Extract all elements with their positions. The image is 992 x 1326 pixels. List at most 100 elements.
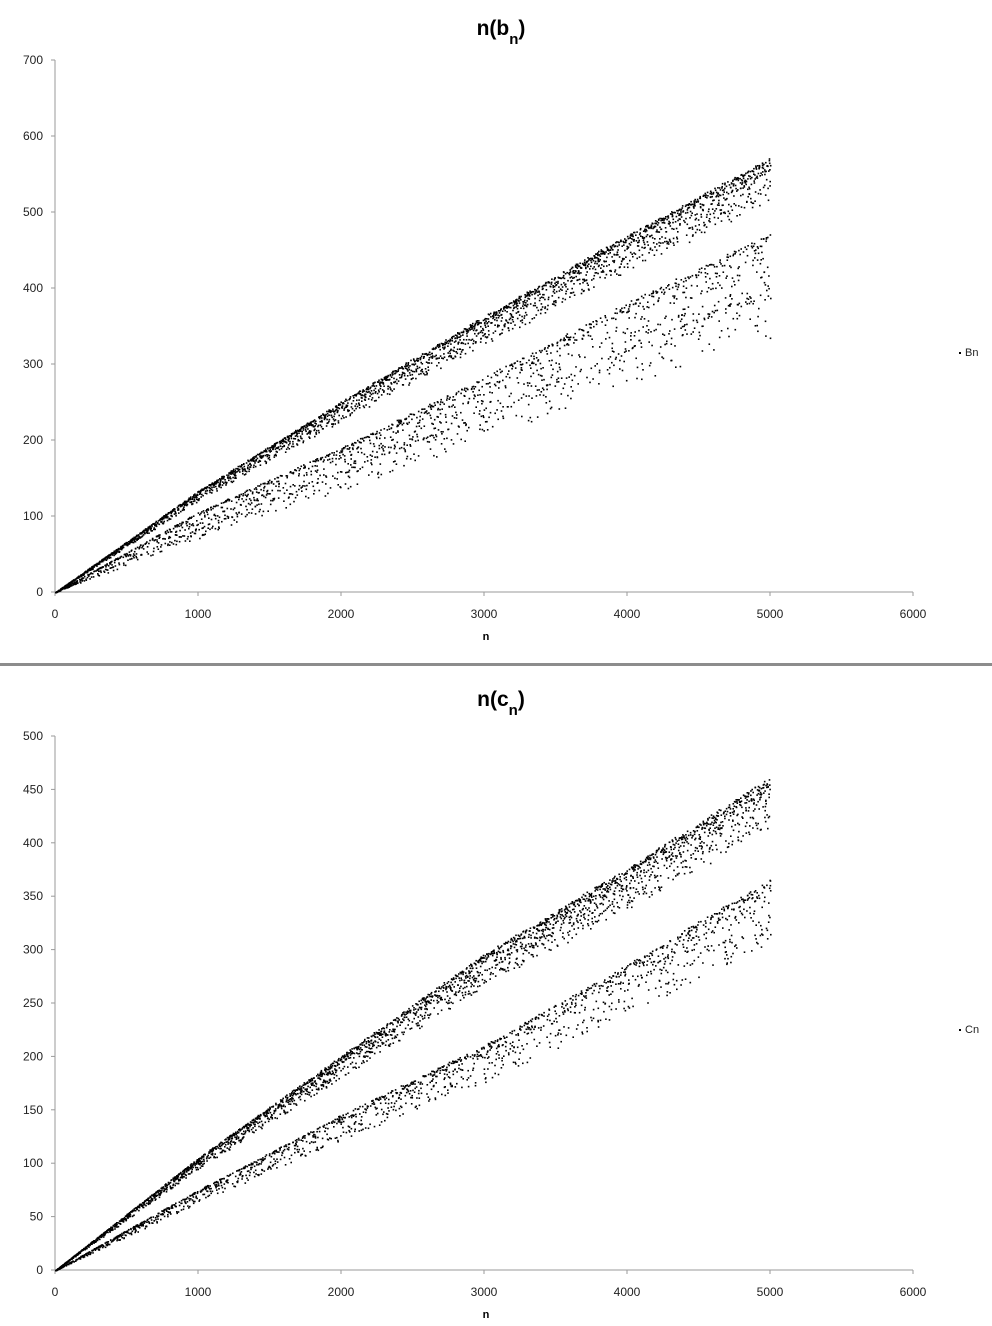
data-point bbox=[246, 495, 248, 498]
data-point bbox=[327, 410, 330, 413]
data-point bbox=[672, 242, 675, 244]
data-point bbox=[311, 465, 314, 468]
data-point bbox=[712, 287, 714, 290]
data-point bbox=[87, 1253, 90, 1255]
data-point bbox=[538, 389, 540, 391]
data-point bbox=[505, 304, 508, 307]
data-point bbox=[244, 491, 246, 494]
data-point bbox=[572, 291, 575, 294]
data-point bbox=[730, 186, 732, 189]
data-point bbox=[247, 502, 250, 505]
data-point bbox=[312, 485, 315, 488]
data-point bbox=[344, 446, 346, 449]
data-point bbox=[516, 298, 518, 301]
data-point bbox=[658, 231, 661, 233]
data-point bbox=[738, 266, 740, 268]
data-point bbox=[88, 573, 91, 576]
data-point bbox=[160, 544, 163, 546]
data-point bbox=[305, 488, 308, 491]
data-point bbox=[636, 257, 638, 260]
data-point bbox=[472, 322, 474, 325]
data-point bbox=[358, 399, 360, 401]
data-point bbox=[282, 440, 285, 442]
data-point bbox=[703, 194, 706, 197]
data-point bbox=[448, 398, 451, 400]
data-point bbox=[277, 480, 280, 483]
data-point bbox=[109, 556, 112, 559]
data-point bbox=[749, 177, 752, 180]
data-point bbox=[272, 483, 275, 485]
data-point bbox=[94, 1248, 97, 1250]
data-point bbox=[571, 354, 573, 357]
data-point bbox=[326, 422, 328, 425]
x-tick-label: 4000 bbox=[614, 607, 641, 621]
data-point bbox=[518, 295, 521, 298]
data-point bbox=[93, 570, 96, 572]
data-point bbox=[295, 490, 298, 493]
data-point bbox=[729, 303, 731, 306]
data-point bbox=[657, 323, 659, 326]
data-point bbox=[238, 495, 241, 497]
data-point bbox=[471, 386, 474, 388]
data-point bbox=[127, 541, 130, 543]
data-point bbox=[677, 231, 679, 233]
data-point bbox=[153, 539, 156, 542]
data-point bbox=[516, 377, 519, 379]
data-point bbox=[372, 433, 375, 436]
data-point bbox=[421, 371, 424, 373]
data-point bbox=[185, 502, 188, 504]
data-point bbox=[238, 498, 240, 501]
data-point bbox=[460, 335, 462, 337]
data-point bbox=[637, 305, 640, 307]
data-point bbox=[620, 240, 622, 242]
data-point bbox=[296, 494, 299, 496]
data-point bbox=[98, 1245, 101, 1248]
data-point bbox=[769, 169, 771, 171]
data-point bbox=[696, 321, 699, 324]
data-point bbox=[729, 294, 732, 296]
data-point bbox=[517, 399, 520, 401]
data-point bbox=[676, 241, 679, 243]
data-point bbox=[768, 159, 771, 162]
data-point bbox=[611, 342, 614, 345]
data-point bbox=[211, 527, 213, 529]
data-point bbox=[294, 469, 296, 471]
data-point bbox=[544, 306, 547, 308]
data-point bbox=[474, 332, 476, 335]
data-point bbox=[231, 516, 234, 519]
data-point bbox=[323, 459, 325, 461]
data-point bbox=[706, 191, 709, 194]
data-point bbox=[309, 421, 312, 424]
data-point bbox=[689, 276, 692, 278]
data-point bbox=[100, 1234, 103, 1237]
data-point bbox=[543, 348, 546, 351]
data-point bbox=[111, 564, 113, 566]
data-point bbox=[624, 249, 626, 252]
data-point bbox=[540, 303, 543, 305]
data-point bbox=[497, 314, 499, 316]
data-point bbox=[588, 259, 590, 261]
data-point bbox=[668, 220, 670, 223]
data-point bbox=[316, 458, 319, 460]
data-point bbox=[407, 366, 410, 369]
data-point bbox=[118, 1220, 121, 1222]
data-point bbox=[220, 479, 222, 482]
data-point bbox=[520, 307, 522, 309]
data-point bbox=[221, 475, 223, 478]
data-point bbox=[132, 1209, 135, 1212]
data-point bbox=[415, 425, 418, 428]
data-point bbox=[218, 486, 221, 488]
data-point bbox=[130, 549, 133, 552]
data-point bbox=[104, 1242, 107, 1244]
data-point bbox=[702, 209, 704, 212]
data-point bbox=[447, 342, 450, 345]
data-point bbox=[344, 460, 346, 463]
data-point bbox=[483, 333, 486, 336]
data-point bbox=[728, 203, 730, 206]
data-point bbox=[709, 277, 711, 280]
data-point bbox=[210, 509, 212, 511]
data-point bbox=[519, 361, 522, 363]
data-point bbox=[463, 422, 465, 424]
data-point bbox=[615, 318, 617, 321]
data-point bbox=[183, 506, 185, 509]
